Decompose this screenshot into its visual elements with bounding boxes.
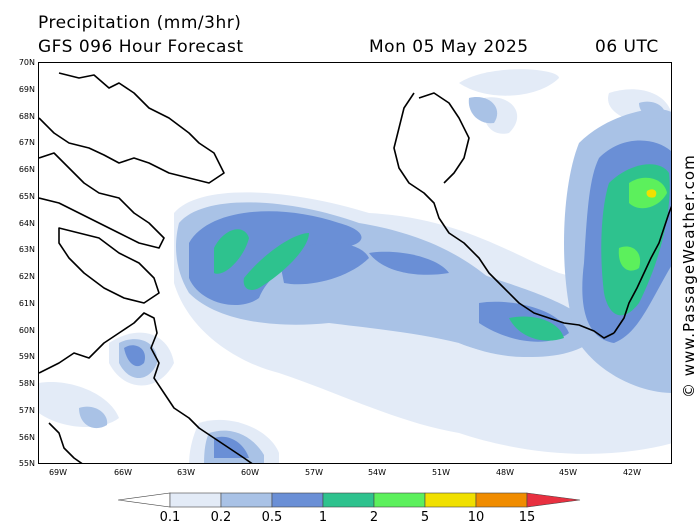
- lon-label: 54W: [367, 468, 387, 477]
- lon-label: 69W: [48, 468, 68, 477]
- greenland-south-coast: [613, 205, 671, 334]
- lat-label: 60N: [18, 326, 35, 335]
- lat-label: 69N: [18, 85, 35, 94]
- lat-label: 56N: [18, 433, 35, 442]
- lat-label: 67N: [18, 138, 35, 147]
- legend-label: 0.5: [261, 510, 283, 525]
- forecast-date: Mon 05 May 2025: [369, 37, 529, 57]
- lon-label: 48W: [495, 468, 515, 477]
- labrador-coast: [39, 312, 253, 463]
- hudson-strait-coast: [58, 227, 160, 304]
- legend-label: 1: [318, 510, 328, 525]
- lon-label: 45W: [558, 468, 578, 477]
- cumberland-coast: [39, 152, 165, 249]
- lat-label: 57N: [18, 406, 35, 415]
- forecast-time: 06 UTC: [595, 37, 659, 57]
- lat-label: 66N: [18, 165, 35, 174]
- lon-label: 66W: [113, 468, 133, 477]
- lat-label: 64N: [18, 219, 35, 228]
- precip-extreme: [646, 189, 657, 198]
- greenland-west-coast: [393, 92, 615, 339]
- legend-swatch: [373, 492, 426, 508]
- legend-swatch: [526, 492, 581, 508]
- lon-label: 42W: [622, 468, 642, 477]
- legend-swatch: [271, 492, 324, 508]
- lon-label: 51W: [431, 468, 451, 477]
- baffin-island-coast: [39, 72, 225, 184]
- lat-label: 61N: [18, 299, 35, 308]
- precipitation-map: [38, 62, 672, 464]
- lat-label: 62N: [18, 272, 35, 281]
- quebec-coast: [48, 422, 83, 463]
- legend-swatch: [475, 492, 528, 508]
- lat-label: 55N: [18, 459, 35, 468]
- lat-label: 70N: [18, 58, 35, 67]
- legend-swatch: [118, 492, 171, 508]
- legend-label: 0.2: [210, 510, 232, 525]
- lat-label: 65N: [18, 192, 35, 201]
- credit-watermark: © www.PassageWeather.com: [680, 154, 698, 398]
- forecast-model: GFS 096 Hour Forecast: [38, 37, 244, 57]
- map-title: Precipitation (mm/3hr): [38, 13, 242, 33]
- color-legend: [118, 492, 581, 508]
- greenland-interior-edge: [418, 92, 470, 184]
- legend-label: 5: [420, 510, 430, 525]
- lon-label: 60W: [240, 468, 260, 477]
- lon-label: 63W: [176, 468, 196, 477]
- lat-label: 58N: [18, 379, 35, 388]
- legend-swatch: [322, 492, 375, 508]
- legend-swatch: [169, 492, 222, 508]
- lon-label: 57W: [304, 468, 324, 477]
- map-canvas: [39, 69, 671, 463]
- lat-label: 68N: [18, 112, 35, 121]
- coastlines: [39, 72, 671, 463]
- legend-label: 15: [518, 510, 536, 525]
- legend-label: 2: [369, 510, 379, 525]
- legend-swatch: [424, 492, 477, 508]
- lat-label: 63N: [18, 245, 35, 254]
- legend-label: 0.1: [159, 510, 181, 525]
- legend-label: 10: [467, 510, 485, 525]
- lat-label: 59N: [18, 352, 35, 361]
- legend-swatch: [220, 492, 273, 508]
